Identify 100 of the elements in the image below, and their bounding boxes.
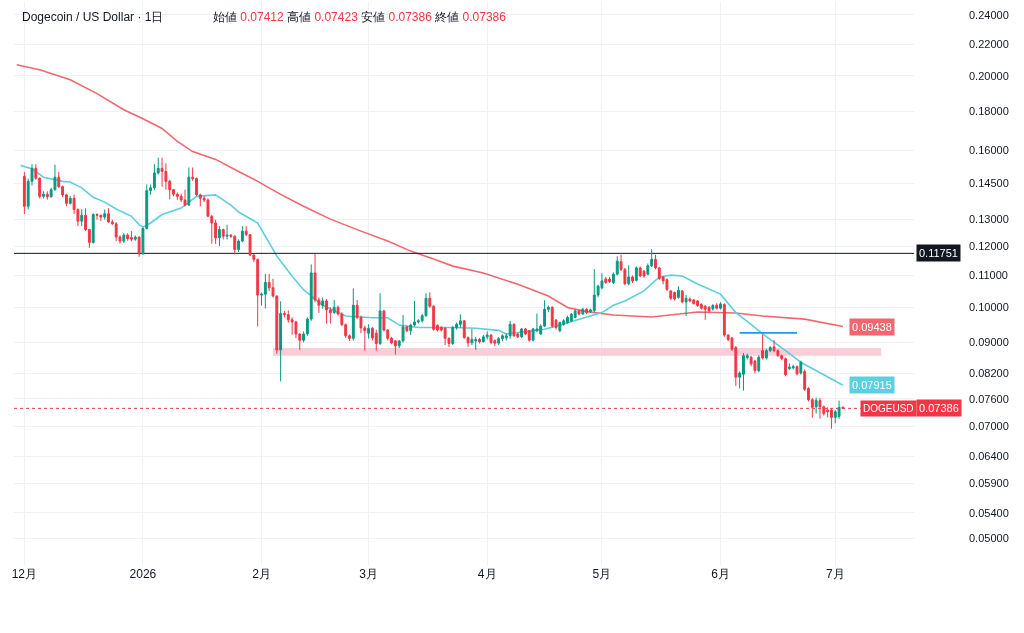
ref-line-label: 0.11751 xyxy=(919,247,958,259)
candlestick xyxy=(787,362,791,371)
candlestick xyxy=(814,397,818,415)
candlestick xyxy=(569,312,573,323)
annotation: DOGEUSD xyxy=(863,403,914,414)
candlestick xyxy=(279,300,283,382)
y-tick-label: 0.24000 xyxy=(969,8,1009,21)
candlestick xyxy=(187,166,191,207)
data-label: 0.07915 xyxy=(852,379,892,391)
y-tick-label: 0.12000 xyxy=(969,240,1009,253)
candlestick xyxy=(221,228,225,240)
candlestick xyxy=(761,334,765,361)
candlestick xyxy=(501,333,504,342)
candlestick xyxy=(321,296,325,310)
line-series xyxy=(15,64,844,328)
x-tick-label: 2026 xyxy=(129,567,157,581)
candlestick xyxy=(772,339,776,353)
candlestick xyxy=(22,171,26,215)
y-tick-label: 0.05400 xyxy=(969,506,1009,519)
candlestick xyxy=(757,354,761,373)
candlestick xyxy=(764,348,768,361)
y-tick-label: 0.13000 xyxy=(969,213,1009,226)
x-tick-label: 5月 xyxy=(592,567,612,581)
y-tick-label: 0.14500 xyxy=(969,177,1009,190)
x-tick-label: 12月 xyxy=(11,567,38,581)
candlestick xyxy=(631,274,634,284)
candlestick xyxy=(711,303,715,312)
candlestick xyxy=(325,298,328,325)
x-tick-label: 2月 xyxy=(252,567,271,581)
candlestick xyxy=(160,157,164,188)
x-tick-label: 6月 xyxy=(711,567,730,581)
y-tick-label: 0.05000 xyxy=(969,532,1009,545)
candlestick xyxy=(497,336,501,346)
candlestick xyxy=(233,234,237,255)
y-tick-label: 0.10000 xyxy=(969,301,1009,314)
candlestick xyxy=(677,285,680,300)
candlestick xyxy=(566,315,569,325)
candlestick xyxy=(42,190,45,199)
candlestick xyxy=(80,208,84,227)
x-tick-label: 3月 xyxy=(359,567,378,581)
candlestick xyxy=(332,299,336,315)
candlestick xyxy=(225,224,229,240)
candlestick xyxy=(604,276,608,285)
candlestick xyxy=(470,328,474,346)
candlestick xyxy=(692,298,696,306)
candlestick xyxy=(795,364,799,377)
candlestick xyxy=(642,269,646,279)
data-label: 0.09438 xyxy=(852,321,892,333)
candlestick xyxy=(107,207,110,224)
y-tick-label: 0.05900 xyxy=(969,477,1009,490)
y-tick-label: 0.20000 xyxy=(969,69,1009,82)
candlestick xyxy=(458,313,462,329)
candlestick xyxy=(520,327,524,339)
candlestick xyxy=(558,321,562,333)
x-tick-label: 7月 xyxy=(825,567,845,581)
candlestick xyxy=(753,359,757,374)
candlestick xyxy=(680,289,684,304)
candlestick xyxy=(634,265,638,283)
candlestick xyxy=(114,221,118,242)
candlestick xyxy=(715,302,719,311)
candlestick xyxy=(673,291,677,302)
candlestick xyxy=(374,329,378,352)
candlestick xyxy=(592,268,596,313)
text: 始値 0.07412 高値 0.07423 安値 0.07386 終値 0.07386 xyxy=(213,10,507,24)
line-series xyxy=(19,164,844,387)
y-tick-label: 0.11000 xyxy=(969,269,1008,282)
candlestick xyxy=(512,322,516,338)
x-tick-label: 4月 xyxy=(477,567,497,581)
candlestick xyxy=(45,190,49,201)
candlestick xyxy=(837,400,841,420)
candlestick xyxy=(95,212,99,221)
candlestick xyxy=(696,299,699,308)
candlestick xyxy=(393,339,397,355)
candlestick xyxy=(481,334,485,343)
candlestick xyxy=(451,325,455,346)
candlestick xyxy=(351,287,355,342)
candlestick xyxy=(256,258,260,327)
y-tick-label: 0.16000 xyxy=(969,144,1009,157)
candlestick xyxy=(91,212,95,245)
candlestick xyxy=(577,310,581,316)
text: Dogecoin / US Dollar · 1日 xyxy=(22,10,164,24)
candlestick xyxy=(179,193,183,203)
candlestick xyxy=(527,329,531,343)
y-tick-label: 0.08200 xyxy=(969,367,1009,380)
candlestick xyxy=(489,333,493,345)
candlestick xyxy=(722,302,726,338)
candlestick xyxy=(799,360,803,376)
candlestick xyxy=(585,307,589,315)
candlestick xyxy=(218,225,221,247)
y-tick-label: 0.18000 xyxy=(969,104,1009,117)
candlestick xyxy=(103,209,107,221)
candlestick xyxy=(684,294,688,317)
candlestick xyxy=(627,264,631,286)
candlestick xyxy=(581,307,585,316)
candlestick xyxy=(68,195,72,206)
y-tick-label: 0.07600 xyxy=(969,392,1009,405)
candlestick xyxy=(638,265,642,278)
candlestick xyxy=(791,364,795,370)
candlestick xyxy=(130,230,133,242)
y-tick-label: 0.22000 xyxy=(969,37,1009,50)
